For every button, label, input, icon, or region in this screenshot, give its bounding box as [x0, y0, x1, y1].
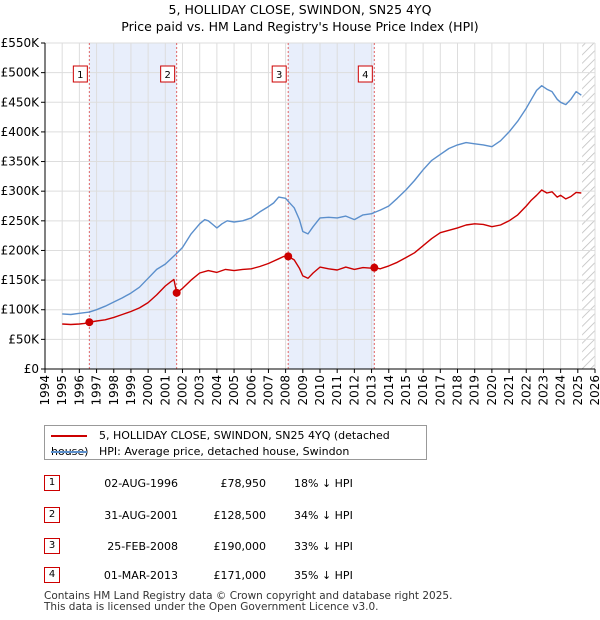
sale-hpi-diff: 33% ↓ HPI	[294, 540, 353, 553]
sale-number-badge: 2	[44, 507, 60, 523]
sale-date: 01-MAR-2013	[103, 569, 178, 582]
x-tick-label: 2013	[365, 375, 379, 406]
legend-swatch-property	[51, 435, 87, 437]
x-tick-label: 2016	[416, 375, 430, 406]
x-tick-label: 2014	[382, 375, 396, 406]
x-tick-label: 2008	[279, 375, 293, 406]
sale-price: £78,950	[220, 477, 267, 490]
y-tick-label: £550K	[1, 36, 41, 50]
x-tick-label: 1994	[38, 375, 52, 406]
sale-label-box	[160, 65, 176, 83]
legend-item-property: 5, HOLLIDAY CLOSE, SWINDON, SN25 4YQ (de…	[51, 428, 426, 458]
price-chart: 1 2 3 4 £0 £50K £100K £150K £200K £250K £300K £350…	[1, 36, 600, 406]
sale-hpi-diff: 35% ↓ HPI	[294, 569, 353, 582]
x-tick-label: 2001	[158, 375, 172, 406]
sale-point	[85, 318, 94, 327]
sale-price: £190,000	[213, 540, 267, 553]
x-tick-label: 2011	[330, 375, 344, 406]
x-tick-label: 2020	[485, 375, 499, 406]
y-tick-label: £200K	[1, 243, 41, 257]
x-tick-label: 2025	[571, 375, 585, 406]
sale-number-badge: 3	[44, 538, 60, 554]
legend-label-hpi: HPI: Average price, detached house, Swin…	[99, 445, 350, 458]
sale-hpi-diff: 18% ↓ HPI	[294, 477, 353, 490]
x-tick-label: 2007	[261, 375, 275, 406]
x-tick-label: 2002	[176, 375, 190, 406]
sale-date: 31-AUG-2001	[104, 509, 178, 522]
sale-date: 25-FEB-2008	[107, 540, 178, 553]
sale-label-number: 3	[276, 70, 282, 81]
copyright-line: Contains HM Land Registry data © Crown c…	[44, 590, 453, 602]
sale-label-box	[72, 65, 88, 83]
sale-price: £171,000	[213, 569, 267, 582]
sale-label-number: 1	[77, 70, 83, 81]
x-tick-label: 2009	[296, 375, 310, 406]
x-tick-label: 2012	[347, 375, 361, 406]
legend: 5, HOLLIDAY CLOSE, SWINDON, SN25 4YQ (de…	[44, 425, 427, 460]
sale-price: £128,500	[213, 509, 267, 522]
x-tick-label: 1998	[107, 375, 121, 406]
sale-point	[370, 263, 379, 272]
sale-label-number: 4	[362, 70, 368, 81]
x-tick-label: 2000	[141, 375, 155, 406]
y-tick-label: £0	[24, 362, 39, 376]
x-tick-label: 2019	[468, 375, 482, 406]
x-tick-label: 2010	[313, 375, 327, 406]
sale-hpi-diff: 34% ↓ HPI	[294, 509, 353, 522]
x-tick-label: 1997	[90, 375, 104, 406]
footer: Contains HM Land Registry data © Crown c…	[44, 591, 452, 613]
legend-item-hpi: HPI: Average price, detached house, Swin…	[51, 444, 349, 460]
y-tick-label: £400K	[1, 125, 41, 139]
x-tick-label: 1999	[124, 375, 138, 406]
sale-label-box	[271, 65, 287, 83]
x-tick-label: 2006	[244, 375, 258, 406]
sale-label-box	[357, 65, 373, 83]
property-price-line	[62, 189, 582, 326]
ownership-period-band	[89, 43, 177, 369]
x-tick-label: 2004	[210, 375, 224, 406]
licence-line: This data is licensed under the Open Gov…	[44, 601, 379, 613]
x-tick-label: 1996	[72, 375, 86, 406]
x-tick-label: 2005	[227, 375, 241, 406]
ownership-period-band	[288, 43, 375, 369]
y-tick-label: £250K	[1, 214, 41, 228]
sale-point	[172, 288, 181, 297]
chart-subtitle: Price paid vs. HM Land Registry's House …	[121, 19, 479, 34]
y-tick-label: £450K	[1, 95, 41, 109]
x-tick-label: 2024	[554, 375, 568, 406]
x-tick-label: 2026	[588, 375, 600, 406]
x-tick-label: 2023	[536, 375, 550, 406]
sale-label-number: 2	[164, 70, 170, 81]
y-tick-label: £100K	[1, 303, 41, 317]
y-tick-label: £150K	[1, 273, 41, 287]
x-tick-label: 2015	[399, 375, 413, 406]
sale-number-badge: 4	[44, 567, 60, 583]
x-tick-label: 2021	[502, 375, 516, 406]
x-tick-label: 1995	[55, 375, 69, 406]
forecast-hatch-region	[582, 43, 595, 369]
y-tick-label: £500K	[1, 66, 41, 80]
x-tick-label: 2017	[433, 375, 447, 406]
y-tick-label: £50K	[8, 332, 40, 346]
hpi-line	[62, 84, 582, 316]
y-tick-label: £300K	[1, 184, 41, 198]
x-tick-label: 2003	[193, 375, 207, 406]
x-tick-label: 2022	[519, 375, 533, 406]
y-tick-label: £350K	[1, 155, 41, 169]
sale-date: 02-AUG-1996	[104, 477, 178, 490]
legend-swatch-hpi	[51, 451, 87, 453]
sale-number-badge: 1	[44, 475, 60, 491]
sale-point	[284, 252, 293, 261]
chart-title: 5, HOLLIDAY CLOSE, SWINDON, SN25 4YQ	[168, 2, 432, 17]
x-tick-label: 2018	[451, 375, 465, 406]
